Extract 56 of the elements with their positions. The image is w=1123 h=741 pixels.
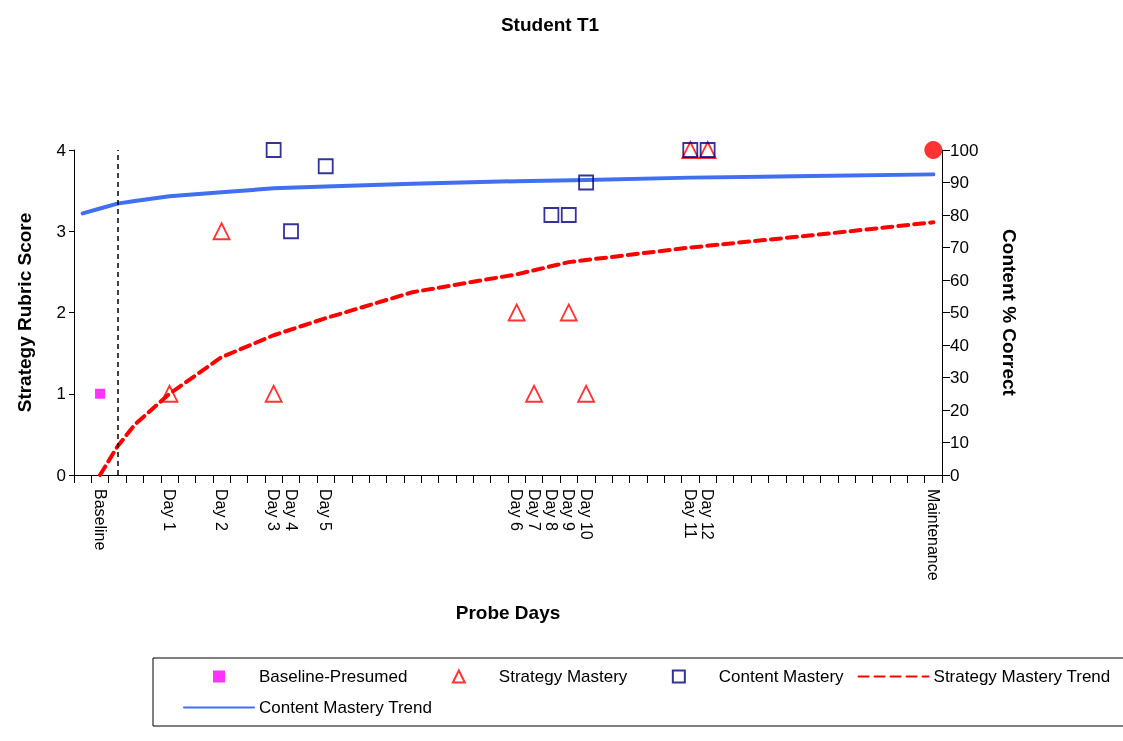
y2-tick-label: 70 xyxy=(950,238,969,257)
y2-tick-label: 80 xyxy=(950,205,969,225)
x-tick-label: Day 8 xyxy=(542,489,560,531)
y-tick-label: 1 xyxy=(56,384,66,404)
point xyxy=(924,141,943,159)
point xyxy=(95,388,106,399)
x-tick-label: Maintenance xyxy=(924,489,942,581)
x-tick-label: Day 1 xyxy=(160,489,178,531)
x-tick-label: Day 11 xyxy=(681,489,699,539)
x-tick-label: Day 3 xyxy=(265,489,283,531)
point xyxy=(265,142,282,158)
point xyxy=(559,303,578,322)
x-tick-label: Baseline xyxy=(91,489,109,551)
legend-label: Strategy Mastery Trend xyxy=(933,667,1111,686)
point xyxy=(212,222,231,241)
chart-title: Student T1 xyxy=(500,14,600,35)
point xyxy=(560,207,577,223)
legend-label: Baseline-Presumed xyxy=(259,667,408,686)
x-tick-label: Day 6 xyxy=(508,489,526,531)
legend-label: Strategy Mastery xyxy=(498,667,628,686)
x-tick-label: Day 7 xyxy=(525,489,543,531)
point xyxy=(264,384,283,403)
y-tick-label: 0 xyxy=(56,465,66,485)
x-axis-title: Probe Days xyxy=(455,602,561,623)
legend-label: Content Mastery xyxy=(718,667,845,686)
y2-tick-label: 10 xyxy=(950,433,969,452)
y-tick-label: 2 xyxy=(56,303,66,322)
y-tick-label: 3 xyxy=(56,221,66,241)
y2-tick-label: 40 xyxy=(950,335,969,355)
point xyxy=(525,384,543,403)
x-tick-label: Day 2 xyxy=(213,489,231,531)
line-series xyxy=(80,172,936,216)
x-tick-label: Day 5 xyxy=(317,489,335,531)
y2-tick-label: 0 xyxy=(950,465,960,485)
y2-tick-label: 60 xyxy=(950,270,969,290)
legend-label: Content Mastery Trend xyxy=(259,698,432,717)
line-series xyxy=(98,220,936,477)
point xyxy=(160,384,179,403)
y-tick-label: 4 xyxy=(56,140,66,160)
x-tick-label: Day 9 xyxy=(560,489,578,531)
point xyxy=(577,384,596,403)
y2-tick-label: 50 xyxy=(950,303,969,322)
point xyxy=(543,207,560,223)
y2-tick-label: 30 xyxy=(950,368,969,387)
y2-axis-title: Content % Correct xyxy=(999,229,1020,397)
point xyxy=(507,303,526,322)
point xyxy=(317,158,334,175)
y-axis-title: Strategy Rubric Score xyxy=(14,212,35,413)
x-tick-label: Day 10 xyxy=(577,489,595,540)
x-tick-label: Day 12 xyxy=(699,489,717,540)
point xyxy=(283,223,299,240)
y2-tick-label: 90 xyxy=(950,173,969,192)
y2-tick-label: 20 xyxy=(950,400,969,420)
x-tick-label: Day 4 xyxy=(282,489,300,531)
y2-tick-label: 100 xyxy=(950,140,979,160)
point xyxy=(578,174,595,191)
